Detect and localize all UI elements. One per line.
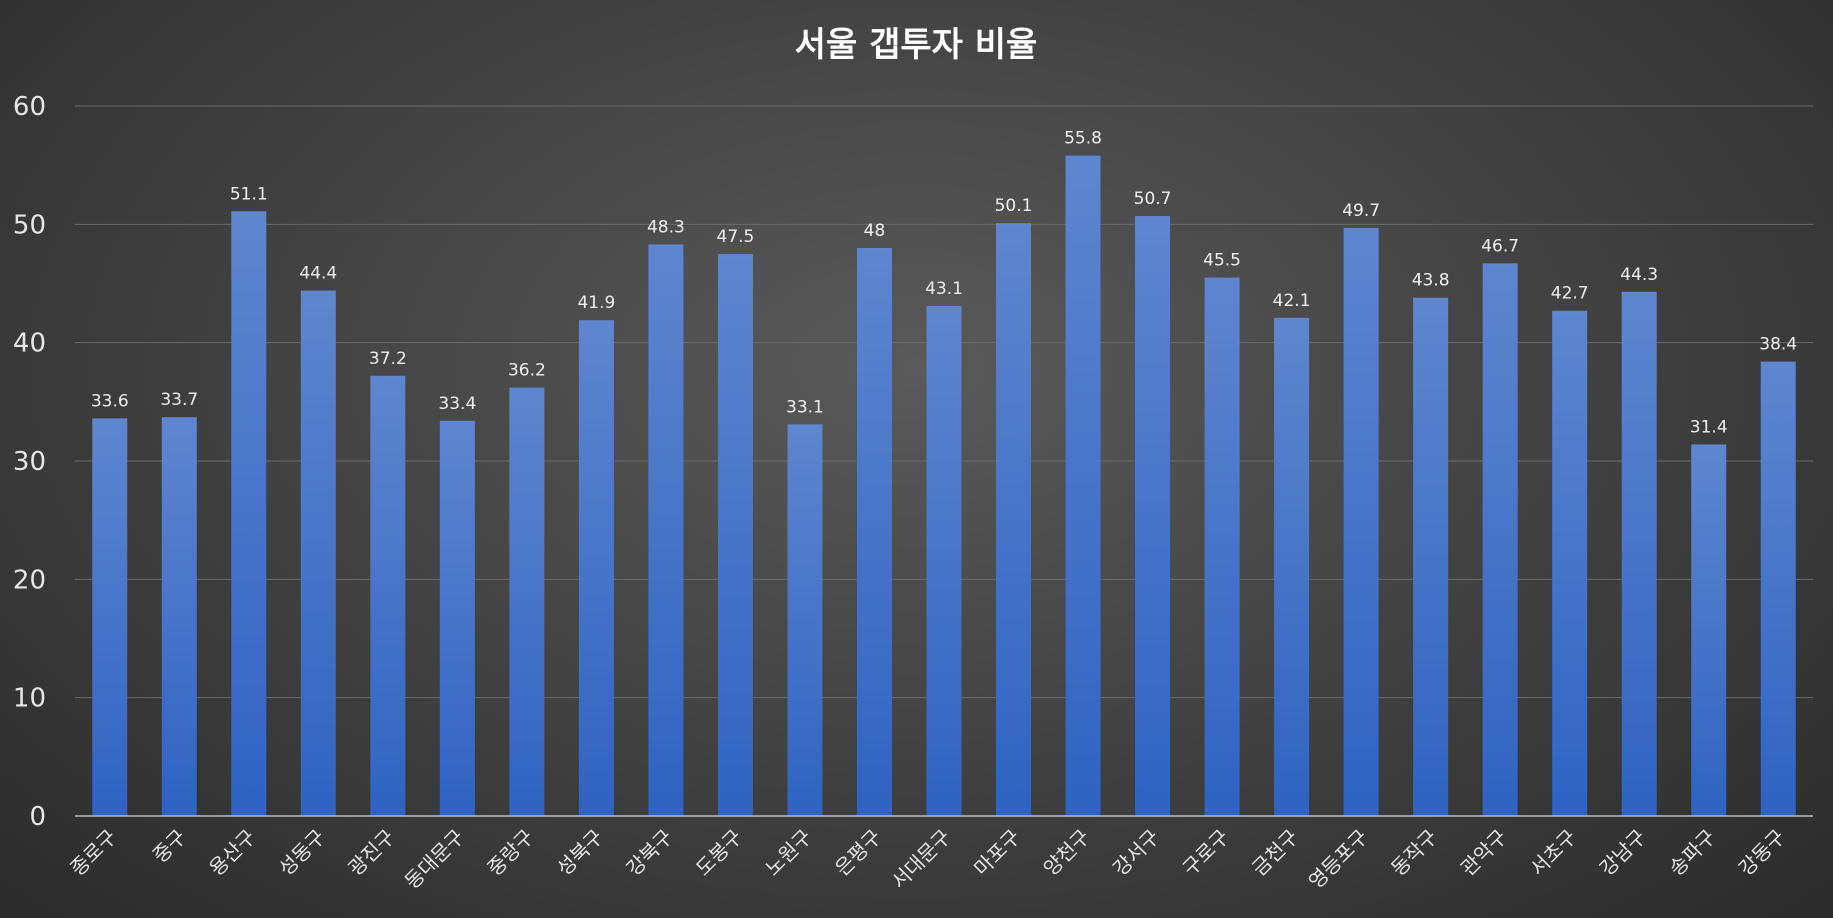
y-tick-label: 60 xyxy=(13,92,46,122)
bars xyxy=(92,155,1796,817)
data-label: 42.7 xyxy=(1551,284,1589,304)
bar xyxy=(1552,310,1588,816)
data-label: 36.2 xyxy=(508,361,546,381)
data-label: 48 xyxy=(864,221,886,241)
x-tick-label: 양천구 xyxy=(1039,825,1095,881)
x-tick-label: 관악구 xyxy=(1456,825,1512,881)
chart-title: 서울 갭투자 비율 xyxy=(795,25,1038,65)
x-tick-label: 구로구 xyxy=(1178,825,1234,881)
data-label: 50.1 xyxy=(995,196,1033,216)
y-tick-label: 10 xyxy=(13,684,46,714)
x-tick-label: 강서구 xyxy=(1108,825,1164,881)
data-label: 33.6 xyxy=(91,391,129,411)
bar xyxy=(1343,227,1379,817)
data-label: 38.4 xyxy=(1759,335,1797,355)
data-labels: 33.6 33.7 51.1 44.4 37.2 33.4 36.2 41.9 48.3 47.5… xyxy=(91,129,1797,438)
data-label: 45.5 xyxy=(1203,251,1241,271)
bar xyxy=(856,248,892,816)
bar xyxy=(92,418,128,816)
x-tick-label: 도봉구 xyxy=(691,825,747,881)
bar xyxy=(926,305,962,816)
data-label: 50.7 xyxy=(1134,189,1172,209)
bar xyxy=(300,290,336,817)
x-tick-label: 마포구 xyxy=(969,825,1025,881)
bar xyxy=(1482,263,1518,817)
x-tick-label: 동작구 xyxy=(1386,825,1442,881)
data-label: 47.5 xyxy=(717,227,755,247)
y-tick-label: 20 xyxy=(13,565,46,595)
x-tick-label: 서대문구 xyxy=(887,825,956,894)
x-tick-label: 노원구 xyxy=(760,825,816,881)
x-tick-label: 광진구 xyxy=(343,825,399,881)
data-label: 44.3 xyxy=(1620,265,1658,285)
bar xyxy=(1204,277,1240,816)
bar xyxy=(439,420,475,816)
bar xyxy=(1691,444,1727,816)
bar xyxy=(1065,155,1101,816)
data-label: 31.4 xyxy=(1690,417,1728,437)
x-tick-label: 중랑구 xyxy=(482,825,538,881)
bar xyxy=(509,387,545,816)
data-label: 33.4 xyxy=(438,394,476,414)
y-tick-label: 30 xyxy=(13,447,46,477)
bar xyxy=(1760,361,1796,816)
y-tick-label: 40 xyxy=(13,329,46,359)
bar xyxy=(1413,297,1449,816)
data-label: 33.7 xyxy=(160,390,198,410)
x-axis-tick-labels: 종로구 중구 용산구 성동구 광진구 동대문구 중랑구 성북구 강북구 도봉구 노원구 은평구 서대문구… xyxy=(65,825,1789,894)
data-label: 49.7 xyxy=(1342,201,1380,221)
bar xyxy=(1135,216,1171,817)
data-label: 48.3 xyxy=(647,217,685,237)
x-tick-label: 영등포구 xyxy=(1304,825,1373,894)
x-tick-label: 금천구 xyxy=(1247,825,1303,881)
bar xyxy=(717,253,753,816)
data-label: 51.1 xyxy=(230,184,268,204)
bar xyxy=(370,375,406,816)
data-label: 46.7 xyxy=(1481,236,1519,256)
x-tick-label: 강남구 xyxy=(1595,825,1651,881)
x-tick-label: 송파구 xyxy=(1664,825,1720,881)
data-label: 41.9 xyxy=(577,293,615,313)
x-tick-label: 은평구 xyxy=(830,825,886,881)
bar xyxy=(578,320,614,816)
y-tick-label: 0 xyxy=(29,802,46,832)
bar xyxy=(1621,291,1657,816)
x-tick-label: 강동구 xyxy=(1734,825,1790,881)
data-label: 33.1 xyxy=(786,397,824,417)
x-tick-label: 강북구 xyxy=(621,825,677,881)
data-label: 55.8 xyxy=(1064,129,1102,149)
data-label: 37.2 xyxy=(369,349,407,369)
bar xyxy=(1274,317,1310,816)
bar xyxy=(996,223,1032,816)
x-tick-label: 성북구 xyxy=(552,825,608,881)
data-label: 43.1 xyxy=(925,279,963,299)
data-label: 43.8 xyxy=(1412,271,1450,291)
bar xyxy=(648,244,684,816)
x-tick-label: 종로구 xyxy=(65,825,121,881)
x-tick-label: 동대문구 xyxy=(400,825,469,894)
x-tick-label: 용산구 xyxy=(204,825,260,881)
y-axis-tick-labels: 0 10 20 30 40 50 60 xyxy=(13,92,46,832)
x-tick-label: 성동구 xyxy=(274,825,330,881)
y-tick-label: 50 xyxy=(13,210,46,240)
data-label: 44.4 xyxy=(299,264,337,284)
bar xyxy=(231,211,267,817)
bar xyxy=(161,417,197,816)
data-label: 42.1 xyxy=(1273,291,1311,311)
bar xyxy=(787,424,823,816)
x-tick-label: 중구 xyxy=(148,825,191,868)
x-tick-label: 서초구 xyxy=(1525,825,1581,881)
